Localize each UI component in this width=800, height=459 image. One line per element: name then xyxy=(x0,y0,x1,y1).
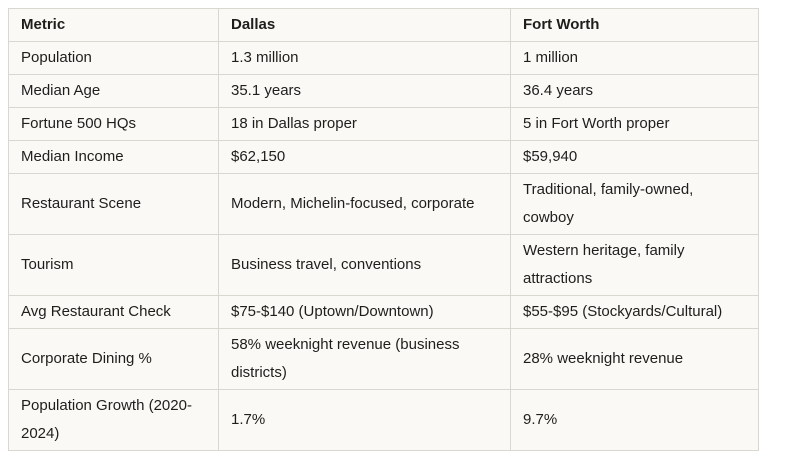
metric-cell: Median Income xyxy=(8,140,219,174)
fort-worth-cell: 5 in Fort Worth proper xyxy=(510,107,759,141)
fort-worth-cell: 28% weeknight revenue xyxy=(510,328,759,390)
fort-worth-cell: 36.4 years xyxy=(510,74,759,108)
column-header-metric: Metric xyxy=(8,8,219,42)
column-header-dallas: Dallas xyxy=(218,8,511,42)
header-row: Metric Dallas Fort Worth xyxy=(8,8,759,42)
fort-worth-cell: 1 million xyxy=(510,41,759,75)
fort-worth-cell: Traditional, family-owned, cowboy xyxy=(510,173,759,235)
dallas-cell: 35.1 years xyxy=(218,74,511,108)
fort-worth-cell: $59,940 xyxy=(510,140,759,174)
table-row: Avg Restaurant Check $75-$140 (Uptown/Do… xyxy=(8,295,759,329)
table-row: Population Growth (2020-2024) 1.7% 9.7% xyxy=(8,389,759,451)
comparison-table: Metric Dallas Fort Worth Population 1.3 … xyxy=(8,8,759,451)
metric-cell: Corporate Dining % xyxy=(8,328,219,390)
fort-worth-cell: $55-$95 (Stockyards/Cultural) xyxy=(510,295,759,329)
fort-worth-cell: Western heritage, family attractions xyxy=(510,234,759,296)
dallas-cell: 1.7% xyxy=(218,389,511,451)
column-header-fort-worth: Fort Worth xyxy=(510,8,759,42)
metric-cell: Population xyxy=(8,41,219,75)
table-row: Population 1.3 million 1 million xyxy=(8,41,759,75)
table-row: Tourism Business travel, conventions Wes… xyxy=(8,234,759,296)
metric-cell: Population Growth (2020-2024) xyxy=(8,389,219,451)
metric-cell: Median Age xyxy=(8,74,219,108)
dallas-cell: 18 in Dallas proper xyxy=(218,107,511,141)
dallas-cell: $62,150 xyxy=(218,140,511,174)
dallas-cell: $75-$140 (Uptown/Downtown) xyxy=(218,295,511,329)
metric-cell: Restaurant Scene xyxy=(8,173,219,235)
table-row: Median Age 35.1 years 36.4 years xyxy=(8,74,759,108)
fort-worth-cell: 9.7% xyxy=(510,389,759,451)
dallas-cell: 58% weeknight revenue (business district… xyxy=(218,328,511,390)
metric-cell: Avg Restaurant Check xyxy=(8,295,219,329)
table-row: Corporate Dining % 58% weeknight revenue… xyxy=(8,328,759,390)
metric-cell: Fortune 500 HQs xyxy=(8,107,219,141)
metric-cell: Tourism xyxy=(8,234,219,296)
dallas-cell: Business travel, conventions xyxy=(218,234,511,296)
table-row: Fortune 500 HQs 18 in Dallas proper 5 in… xyxy=(8,107,759,141)
dallas-cell: 1.3 million xyxy=(218,41,511,75)
dallas-cell: Modern, Michelin-focused, corporate xyxy=(218,173,511,235)
table-row: Restaurant Scene Modern, Michelin-focuse… xyxy=(8,173,759,235)
table-row: Median Income $62,150 $59,940 xyxy=(8,140,759,174)
